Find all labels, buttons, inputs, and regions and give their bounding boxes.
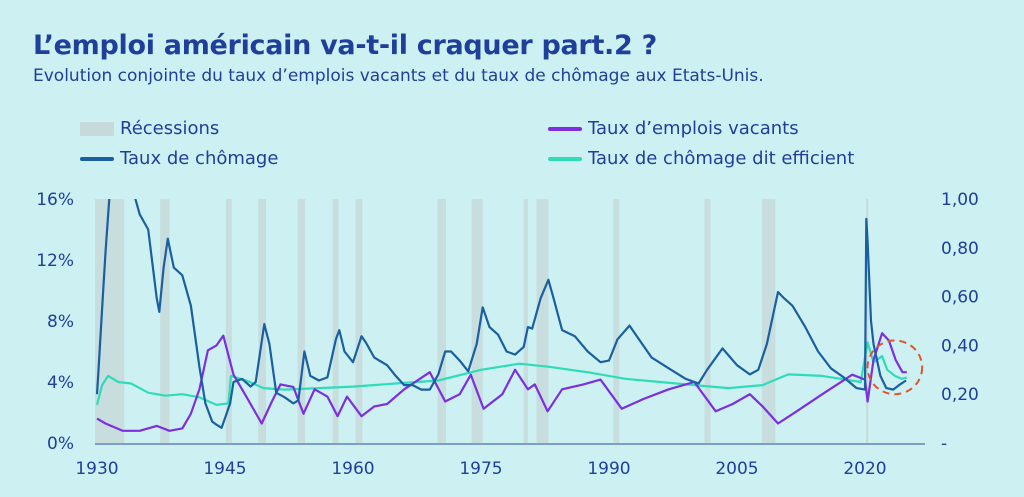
y-right-tick-label-5: 1,00 xyxy=(941,190,979,210)
y-left-tick-label-0: 0% xyxy=(47,434,74,454)
recession-band-0 xyxy=(95,199,125,443)
series-line-unemployment xyxy=(95,199,907,429)
recession-band-3 xyxy=(258,199,266,443)
recession-band-5 xyxy=(332,199,339,443)
y-right-tick-label-3: 0,60 xyxy=(941,288,979,308)
legend-unemployment: Taux de chômage xyxy=(80,148,278,169)
x-tick-label-2020: 2020 xyxy=(843,459,886,479)
y-left-tick-label-2: 8% xyxy=(47,312,74,332)
legend-efficient-label: Taux de chômage dit efficient xyxy=(588,148,855,169)
series-line-efficient xyxy=(95,341,908,406)
y-left-tick-label-3: 12% xyxy=(36,251,74,271)
legend-unemployment-swatch xyxy=(80,156,114,161)
y-left-tick-label-4: 16% xyxy=(36,190,74,210)
x-tick-label-1930: 1930 xyxy=(75,459,118,479)
tick-labels: 1930 1945 1960 1975 1990 2005 2020 0% 4% 8% 12% 16%… xyxy=(36,190,979,479)
highlight-ellipse xyxy=(866,339,924,396)
series-line-vacancies xyxy=(96,332,907,432)
recession-band-9 xyxy=(523,199,528,443)
y-right-tick-label-1: 0,20 xyxy=(941,385,979,405)
y-left-tick-label-1: 4% xyxy=(47,373,74,393)
legend-unemployment-label: Taux de chômage xyxy=(120,148,279,169)
legend-vacancies-swatch xyxy=(548,126,582,131)
legend-vacancies-label: Taux d’emplois vacants xyxy=(588,118,799,139)
x-tick-label-1960: 1960 xyxy=(331,459,374,479)
recession-band-1 xyxy=(160,199,170,443)
x-tick-label-1975: 1975 xyxy=(459,459,502,479)
legend-efficient: Taux de chômage dit efficient xyxy=(548,148,854,169)
y-right-tick-label-0: - xyxy=(941,434,947,454)
recession-band-11 xyxy=(613,199,620,443)
legend-recessions: Récessions xyxy=(80,118,219,139)
x-tick-label-1945: 1945 xyxy=(203,459,246,479)
legend-recessions-swatch xyxy=(80,121,114,136)
legend-vacancies: Taux d’emplois vacants xyxy=(548,118,799,139)
annotations xyxy=(866,339,924,396)
recession-band-14 xyxy=(865,199,869,443)
recession-band-6 xyxy=(355,199,363,443)
chart-title: L’emploi américain va-t-il craquer part.… xyxy=(33,30,657,61)
y-right-tick-label-4: 0,80 xyxy=(941,239,979,259)
legend-recessions-label: Récessions xyxy=(120,118,220,139)
recession-band-12 xyxy=(704,199,711,443)
recession-band-4 xyxy=(297,199,306,443)
recession-band-10 xyxy=(536,199,549,443)
recession-band-8 xyxy=(471,199,483,443)
x-tick-label-2005: 2005 xyxy=(715,459,758,479)
legend-efficient-swatch xyxy=(548,156,582,161)
recession-bands xyxy=(95,199,869,443)
x-tick-label-1990: 1990 xyxy=(587,459,630,479)
series-lines xyxy=(95,199,908,432)
chart-subtitle: Evolution conjointe du taux d’emplois va… xyxy=(33,66,764,86)
recession-band-2 xyxy=(225,199,232,443)
y-right-tick-label-2: 0,40 xyxy=(941,336,979,356)
recession-band-7 xyxy=(437,199,447,443)
